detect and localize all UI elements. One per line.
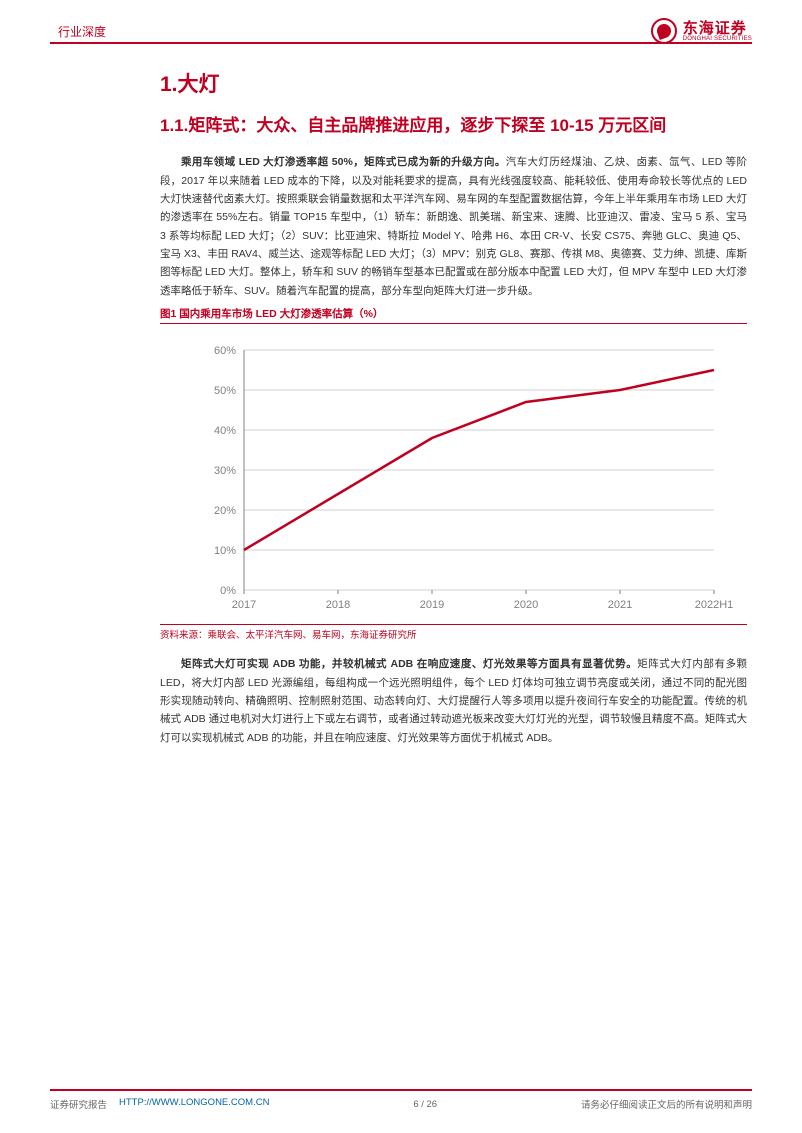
chart-container: 0% 10% 20% 30% 40% 50% 60% 2017 2018 2019 2020 2021… [174, 330, 734, 620]
svg-text:2022H1: 2022H1 [694, 599, 733, 611]
footer-left: 证券研究报告 HTTP://WWW.LONGONE.COM.CN [50, 1097, 269, 1111]
svg-text:2018: 2018 [325, 599, 349, 611]
footer-disclaimer: 请务必仔细阅读正文后的所有说明和声明 [581, 1097, 752, 1111]
paragraph-1: 乘用车领域 LED 大灯渗透率超 50%，矩阵式已成为新的升级方向。汽车大灯历经… [160, 153, 747, 300]
figure-source: 资料来源：乘联会、太平洋汽车网、易车网，东海证券研究所 [160, 627, 747, 641]
heading-1: 1.大灯 [160, 68, 747, 98]
main-content: 1.大灯 1.1.矩阵式：大众、自主品牌推进应用，逐步下探至 10-15 万元区… [160, 68, 747, 1073]
para2-lead: 矩阵式大灯可实现 ADB 功能，并较机械式 ADB 在响应速度、灯光效果等方面具… [181, 658, 637, 670]
svg-text:2019: 2019 [419, 599, 443, 611]
paragraph-2: 矩阵式大灯可实现 ADB 功能，并较机械式 ADB 在响应速度、灯光效果等方面具… [160, 655, 747, 747]
figure-title: 图1 国内乘用车市场 LED 大灯渗透率估算（%） [160, 306, 747, 321]
footer-page-number: 6 / 26 [413, 1099, 437, 1110]
logo-cn: 东海证券 [683, 21, 752, 36]
svg-text:2017: 2017 [231, 599, 255, 611]
page-header: 行业深度 东海证券 DONGHAI SECURITIES [58, 20, 752, 42]
svg-text:50%: 50% [213, 385, 235, 397]
top-rule [50, 42, 752, 44]
logo-en: DONGHAI SECURITIES [683, 36, 752, 42]
svg-text:60%: 60% [213, 345, 235, 357]
figure-rule-top [160, 323, 747, 324]
para1-body: 汽车大灯历经煤油、乙炔、卤素、氙气、LED 等阶段，2017 年以来随着 LED… [160, 156, 747, 297]
header-category: 行业深度 [58, 23, 106, 40]
heading-2: 1.1.矩阵式：大众、自主品牌推进应用，逐步下探至 10-15 万元区间 [160, 112, 747, 139]
logo-icon [651, 18, 677, 44]
brand-logo: 东海证券 DONGHAI SECURITIES [651, 18, 752, 44]
svg-text:40%: 40% [213, 425, 235, 437]
figure-rule-bottom [160, 624, 747, 625]
svg-text:20%: 20% [213, 505, 235, 517]
footer-report-label: 证券研究报告 [50, 1097, 107, 1111]
para1-lead: 乘用车领域 LED 大灯渗透率超 50%，矩阵式已成为新的升级方向。 [181, 156, 506, 168]
svg-text:2021: 2021 [607, 599, 631, 611]
footer-url: HTTP://WWW.LONGONE.COM.CN [119, 1097, 269, 1111]
svg-text:10%: 10% [213, 545, 235, 557]
svg-text:2020: 2020 [513, 599, 537, 611]
para2-body: 矩阵式大灯内部有多颗 LED，将大灯内部 LED 光源编组，每组构成一个远光照明… [160, 658, 747, 744]
svg-text:30%: 30% [213, 465, 235, 477]
bottom-rule [50, 1089, 752, 1091]
svg-text:0%: 0% [220, 585, 236, 597]
logo-text-block: 东海证券 DONGHAI SECURITIES [683, 21, 752, 42]
page-footer: 证券研究报告 HTTP://WWW.LONGONE.COM.CN 6 / 26 … [50, 1097, 752, 1111]
line-chart: 0% 10% 20% 30% 40% 50% 60% 2017 2018 2019 2020 2021… [174, 330, 734, 620]
